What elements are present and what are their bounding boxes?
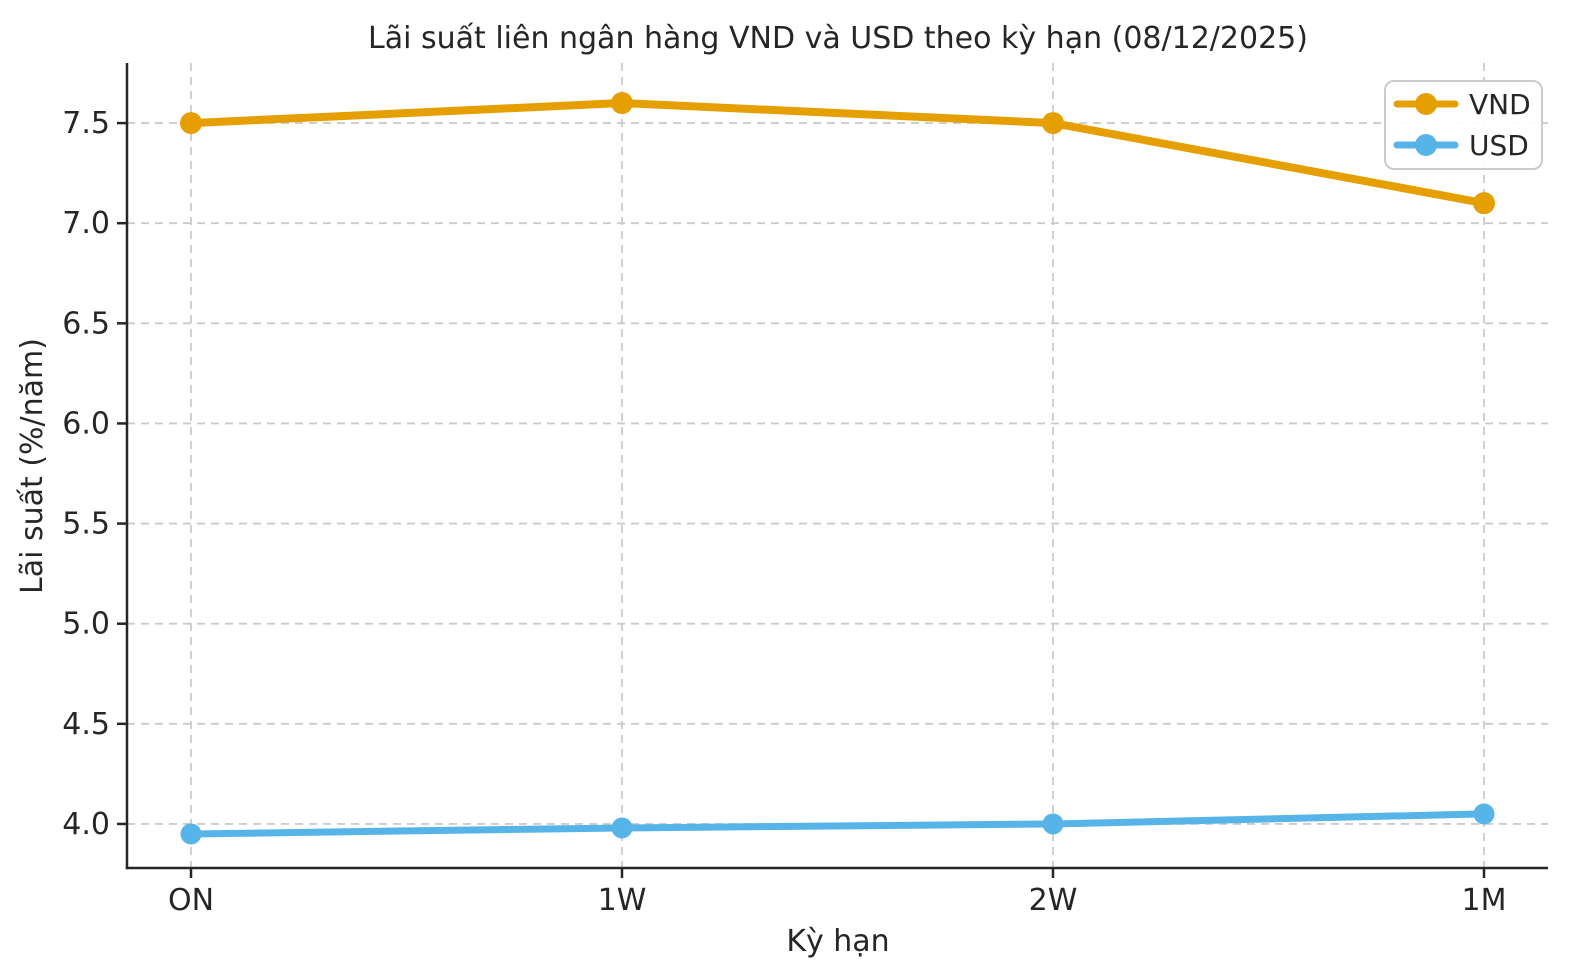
y-tick-label-4.0: 4.0 [62, 807, 110, 842]
legend-label-vnd: VND [1469, 88, 1531, 121]
legend-marker-vnd [1415, 93, 1437, 115]
x-tick-label-1W: 1W [598, 883, 647, 918]
data-point-vnd-2w [1042, 112, 1064, 135]
y-tick-label-7.5: 7.5 [62, 106, 110, 141]
axes-layer [117, 63, 1548, 878]
y-tick-label-6.0: 6.0 [62, 406, 110, 441]
data-point-usd-1m [1473, 803, 1495, 825]
x-tick-label-2W: 2W [1029, 883, 1078, 918]
ticklabel-layer: 4.0 4.5 5.0 5.5 6.0 6.5 7.0 7.5 ON 1W 2W 1M [62, 106, 1506, 918]
data-point-usd-2w [1042, 813, 1064, 835]
y-tick-label-7.0: 7.0 [62, 206, 110, 241]
data-point-vnd-1w [611, 92, 633, 115]
y-axis-label: Lãi suất (%/năm) [15, 338, 50, 594]
y-tick-label-5.5: 5.5 [62, 507, 110, 542]
data-point-usd-on [180, 823, 202, 845]
y-tick-label-4.5: 4.5 [62, 707, 110, 742]
data-point-vnd-on [180, 112, 202, 135]
legend: VND USD [1384, 80, 1543, 170]
y-tick-label-5.0: 5.0 [62, 607, 110, 642]
grid-layer [127, 63, 1548, 868]
legend-marker-usd [1415, 134, 1437, 156]
data-point-usd-1w [611, 817, 633, 839]
series-line-usd [187, 810, 1488, 838]
chart-title: Lãi suất liên ngân hàng VND và USD theo … [368, 21, 1308, 56]
series-layer [180, 92, 1495, 845]
x-axis-label: Kỳ hạn [786, 924, 889, 959]
legend-label-usd: USD [1469, 129, 1529, 162]
x-tick-label-ON: ON [168, 883, 214, 918]
y-tick-label-6.5: 6.5 [62, 306, 110, 341]
x-tick-label-1M: 1M [1462, 883, 1507, 918]
data-point-vnd-1m [1473, 192, 1495, 215]
series-line-vnd [187, 99, 1488, 208]
